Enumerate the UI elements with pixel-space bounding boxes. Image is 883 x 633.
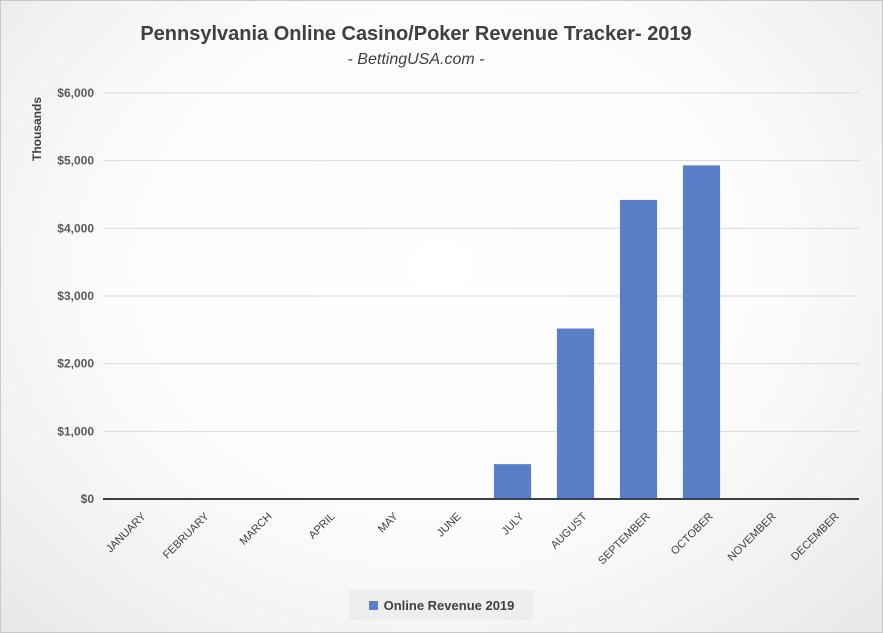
x-tick-label: OCTOBER [669,511,716,558]
y-axis-title: Thousands [30,97,44,161]
x-tick-label: JULY [500,510,527,537]
y-tick-label: $4,000 [57,221,94,235]
y-tick-label: $1,000 [57,424,94,438]
x-tick-label: MAY [376,510,401,535]
y-tick-label: $0 [81,492,95,506]
y-tick-label: $6,000 [57,86,94,100]
x-tick-label: JUNE [435,511,464,540]
chart-title: Pennsylvania Online Casino/Poker Revenue… [140,23,692,45]
bar-july [493,464,532,499]
bar-october [682,165,721,500]
x-tick-label: MARCH [238,511,275,548]
bar-august [556,328,595,499]
x-tick-label: JANUARY [104,510,149,555]
chart-subtitle: - BettingUSA.com - [347,51,485,68]
x-tick-label: APRIL [307,511,338,542]
legend-label: Online Revenue 2019 [383,597,515,613]
legend-swatch [368,600,378,610]
legend: Online Revenue 2019 [349,590,534,620]
bar-september [619,199,658,499]
x-tick-label: SEPTEMBER [596,511,653,568]
y-tick-label: $5,000 [57,154,94,168]
x-tick-label: NOVEMBER [726,511,779,564]
y-tick-label: $2,000 [57,357,94,371]
x-tick-label: AUGUST [549,510,590,551]
x-tick-label: FEBRUARY [161,510,212,561]
y-tick-label: $3,000 [57,289,94,303]
x-tick-label: DECEMBER [789,511,842,564]
